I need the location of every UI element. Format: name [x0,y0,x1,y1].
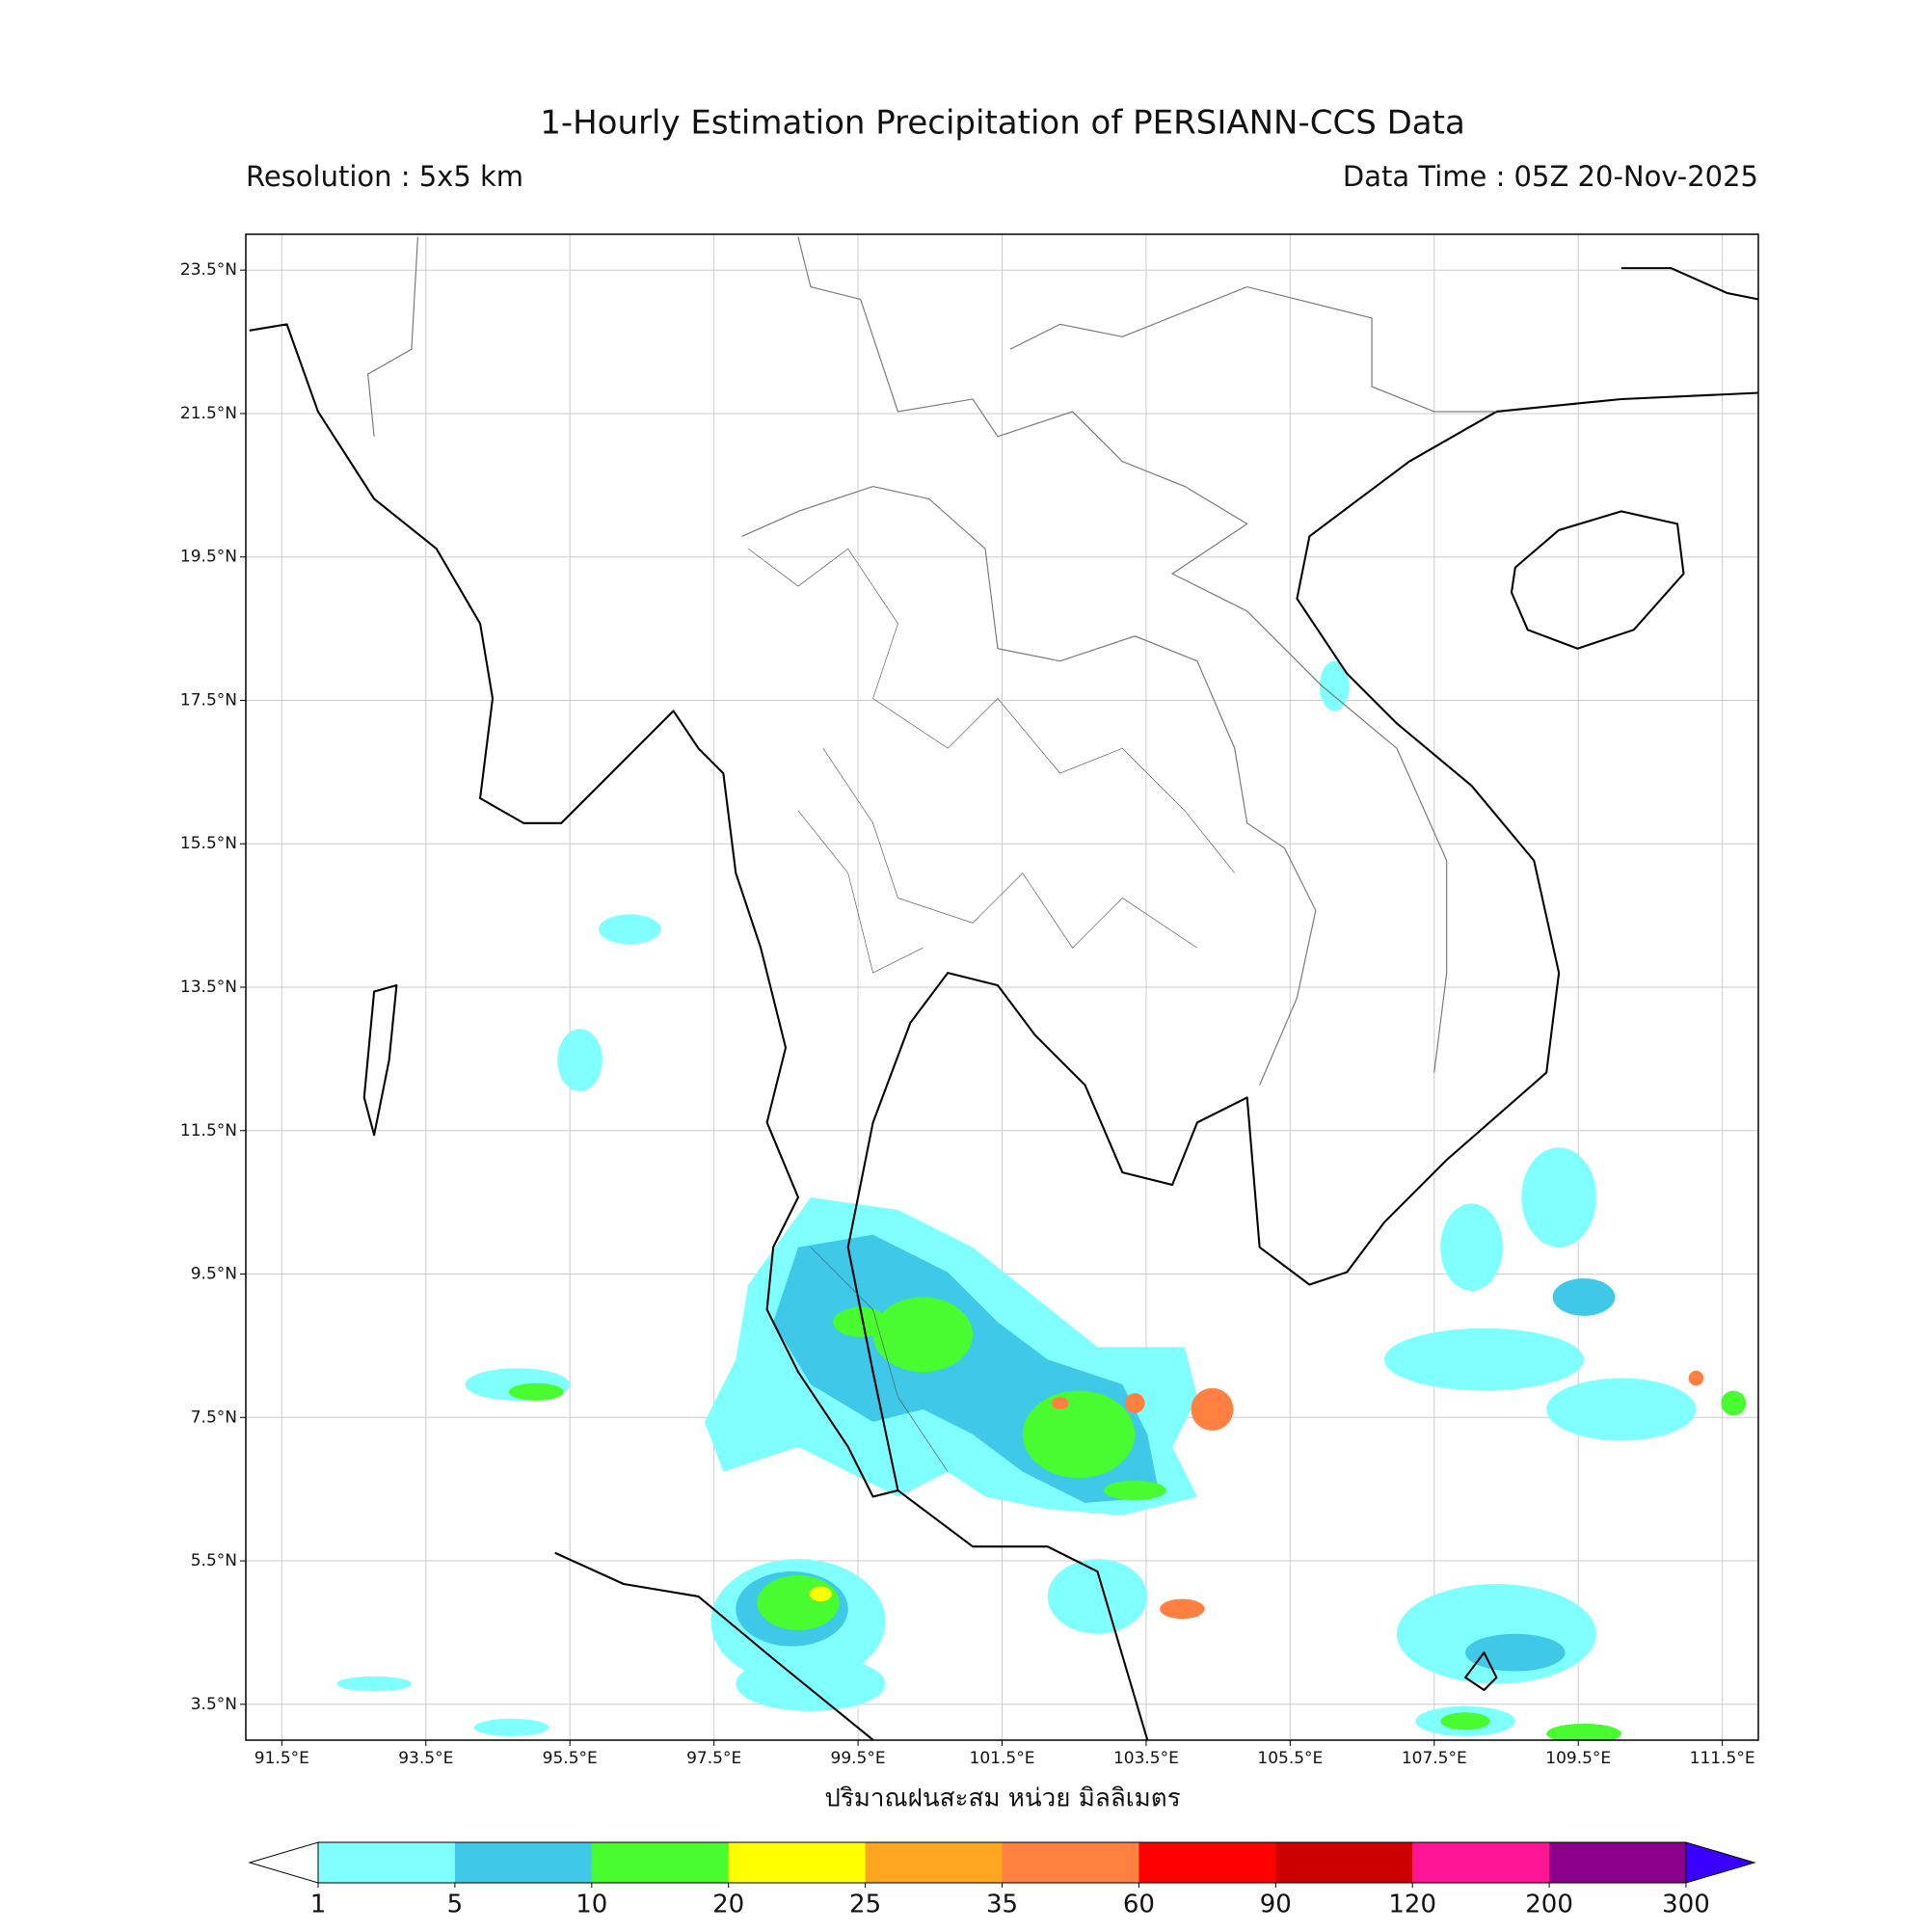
colorbar-label: 200 [1525,1891,1573,1919]
map-layer [249,236,1758,1740]
colorbar-label: 1 [310,1891,327,1919]
x-tick-label: 97.5°E [686,1749,741,1768]
rain-areas [336,660,1747,1740]
x-tick-label: 93.5°E [398,1749,453,1768]
ticks: 91.5°E 93.5°E 95.5°E 97.5°E 99.5°E 101.5°E 103… [180,260,1755,1768]
colorbar-label: 25 [849,1891,881,1919]
map-drawing [249,236,1758,1740]
y-tick-label: 21.5°N [180,404,237,423]
y-tick-label: 17.5°N [180,690,237,710]
colorbar: 1 5 10 20 25 35 60 90 120 200 300 [248,1841,1756,1919]
x-tick-label: 111.5°E [1690,1749,1755,1768]
x-tick-label: 99.5°E [831,1749,886,1768]
title: 1-Hourly Estimation Precipitation of PER… [540,104,1465,143]
x-tick-label: 103.5°E [1113,1749,1179,1768]
y-tick-label: 9.5°N [191,1265,237,1284]
colorbar-under [248,1841,319,1884]
colorbar-segment [728,1842,867,1883]
colorbar-label: 5 [447,1891,464,1919]
colorbar-segment [1002,1842,1139,1883]
y-tick-label: 5.5°N [191,1551,237,1570]
colorbar-segment [318,1842,456,1883]
y-tick-label: 13.5°N [180,978,237,997]
colorbar-over [1685,1841,1756,1884]
colorbar-label: 120 [1388,1891,1436,1919]
y-tick-label: 11.5°N [180,1121,237,1140]
x-tick-label: 101.5°E [970,1749,1035,1768]
colorbar-label: 60 [1123,1891,1155,1919]
colorbar-segment [1275,1842,1413,1883]
y-tick-label: 3.5°N [191,1695,237,1714]
x-tick-label: 109.5°E [1545,1749,1611,1768]
colorbar-label: 90 [1260,1891,1292,1919]
colorbar-segment [1549,1842,1687,1883]
y-tick-label: 23.5°N [180,260,237,280]
x-tick-label: 95.5°E [543,1749,598,1768]
colorbar-label: 35 [986,1891,1018,1919]
colorbar-label: 300 [1662,1891,1710,1919]
y-tick-label: 15.5°N [180,834,237,853]
x-tick-label: 107.5°E [1402,1749,1467,1768]
colorbar-label: 20 [712,1891,744,1919]
x-tick-label: 91.5°E [254,1749,309,1768]
colorbar-segment [865,1842,1003,1883]
colorbar-segment [1412,1842,1550,1883]
colorbar-segment [1138,1842,1276,1883]
grid [246,234,1758,1740]
x-tick-label: 105.5°E [1257,1749,1323,1768]
y-tick-label: 19.5°N [180,548,237,567]
data-time: Data Time : 05Z 20-Nov-2025 [1343,160,1758,193]
y-tick-label: 7.5°N [191,1408,237,1427]
colorbar-label: 10 [576,1891,607,1919]
x-axis-label: ปริมาณฝนสะสม หน่วย มิลลิเมตร [824,1784,1180,1813]
colorbar-segment [591,1842,730,1883]
resolution: Resolution : 5x5 km [246,160,523,193]
colorbar-segment [454,1842,593,1883]
